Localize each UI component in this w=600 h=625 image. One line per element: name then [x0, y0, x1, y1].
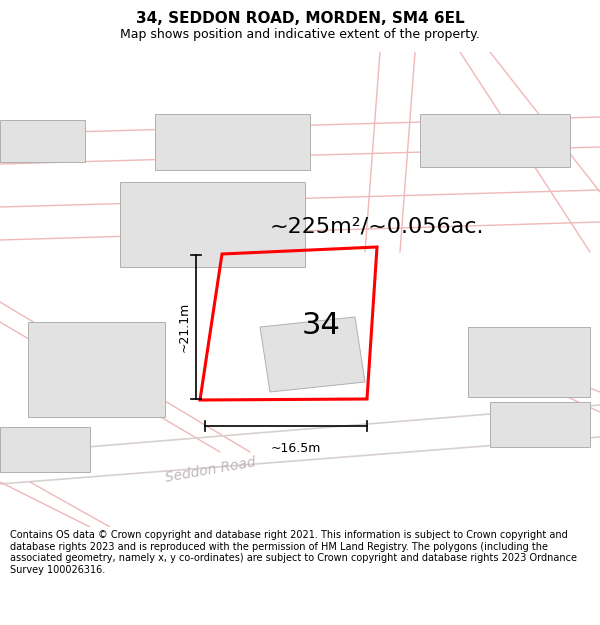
Bar [420, 114, 570, 167]
Bar [28, 322, 165, 417]
Bar [0, 120, 85, 162]
Text: ~16.5m: ~16.5m [271, 441, 321, 454]
Bar [468, 327, 590, 397]
Bar [155, 114, 310, 170]
Text: 34, SEDDON ROAD, MORDEN, SM4 6EL: 34, SEDDON ROAD, MORDEN, SM4 6EL [136, 11, 464, 26]
Polygon shape [260, 317, 365, 392]
Bar [490, 402, 590, 447]
Text: ~21.1m: ~21.1m [178, 302, 191, 352]
Text: Seddon Road: Seddon Road [164, 455, 256, 485]
Text: ~225m²/~0.056ac.: ~225m²/~0.056ac. [270, 217, 485, 237]
Bar [0, 427, 90, 472]
Text: Map shows position and indicative extent of the property.: Map shows position and indicative extent… [120, 28, 480, 41]
Text: Contains OS data © Crown copyright and database right 2021. This information is : Contains OS data © Crown copyright and d… [10, 530, 577, 575]
Bar [120, 182, 305, 267]
Text: 34: 34 [302, 311, 341, 339]
